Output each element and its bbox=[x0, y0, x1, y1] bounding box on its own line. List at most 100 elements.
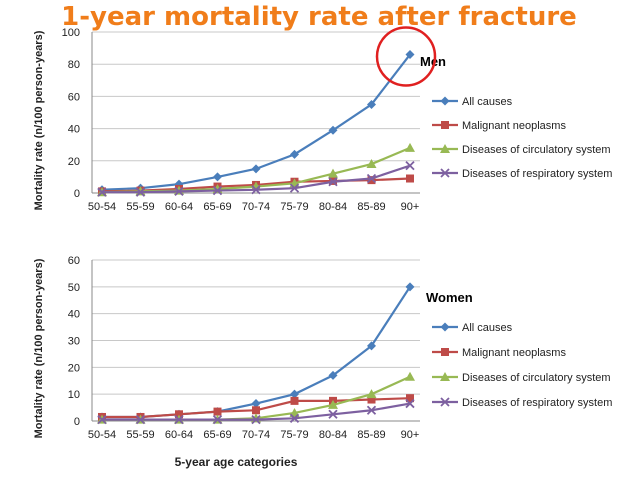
y-tick-label: 20 bbox=[68, 156, 80, 168]
series-diseases-of-respiratory-system-point bbox=[289, 183, 300, 193]
series-all-causes-point bbox=[405, 282, 415, 292]
y-tick-label: 30 bbox=[68, 336, 80, 348]
y-tick-label: 100 bbox=[62, 27, 80, 39]
series-all-causes-point bbox=[290, 389, 299, 399]
x-tick-label: 85-89 bbox=[357, 429, 385, 441]
series-malignant-neoplasms-point bbox=[406, 174, 414, 183]
legend-entry: Malignant neoplasms bbox=[432, 347, 566, 359]
series-diseases-of-circulatory-system-point bbox=[405, 371, 415, 381]
legend-entry: All causes bbox=[432, 96, 513, 108]
x-axis-title: 5-year age categories bbox=[175, 455, 298, 469]
series-diseases-of-respiratory-system-point bbox=[366, 173, 377, 184]
series-diseases-of-respiratory-system-point bbox=[251, 185, 261, 195]
series-diseases-of-circulatory-system-point bbox=[366, 159, 377, 169]
legend-swatch-marker bbox=[440, 96, 450, 106]
x-tick-label: 55-59 bbox=[126, 201, 154, 213]
series-diseases-of-respiratory-system-point bbox=[328, 177, 338, 187]
series-diseases-of-circulatory-system-point bbox=[328, 168, 338, 178]
x-tick-label: 75-79 bbox=[280, 201, 308, 213]
x-tick-label: 65-69 bbox=[203, 201, 231, 213]
legend-label: Diseases of respiratory system bbox=[462, 168, 612, 180]
series-all-causes-point bbox=[251, 399, 261, 409]
legend-label: Malignant neoplasms bbox=[462, 347, 566, 359]
series-diseases-of-respiratory-system bbox=[97, 160, 415, 197]
series-diseases-of-respiratory-system-point bbox=[174, 186, 184, 197]
legend-entry: Diseases of circulatory system bbox=[432, 372, 611, 384]
legend-swatch-marker bbox=[440, 144, 450, 153]
legend-label: All causes bbox=[462, 96, 513, 108]
legend-entry: Diseases of circulatory system bbox=[432, 144, 611, 156]
chart-panel-men: 0 20 40 60 80 100 50-54 55-59 60-64 65-69 70-74 75-… bbox=[33, 26, 612, 213]
series-diseases-of-respiratory-system-point bbox=[97, 415, 107, 425]
chart-panel-women: 0 10 20 30 40 50 60 50-54 55-59 60-64 65-69 70-74 75… bbox=[33, 255, 612, 469]
highlight-circle bbox=[375, 26, 437, 87]
y-tick-label: 20 bbox=[68, 362, 80, 374]
series-diseases-of-respiratory-system-point bbox=[212, 185, 223, 196]
series-diseases-of-respiratory-system-point bbox=[289, 413, 300, 423]
legend-swatch-marker bbox=[441, 348, 449, 356]
y-tick-label: 10 bbox=[68, 389, 80, 401]
series-diseases-of-respiratory-system-point bbox=[135, 415, 146, 425]
legend-swatch-marker bbox=[440, 322, 450, 332]
x-tick-label: 65-69 bbox=[203, 429, 231, 441]
series-malignant-neoplasms-point bbox=[252, 406, 260, 415]
legend-label: Diseases of circulatory system bbox=[462, 144, 611, 156]
y-tick-label: 40 bbox=[68, 309, 80, 321]
series-all-causes-point bbox=[290, 149, 299, 159]
y-tick-label: 40 bbox=[68, 124, 80, 136]
series-diseases-of-respiratory-system-point bbox=[135, 187, 146, 197]
y-tick-label: 0 bbox=[74, 188, 80, 200]
series-diseases-of-respiratory-system-point bbox=[328, 409, 338, 419]
x-tick-label: 80-84 bbox=[319, 201, 347, 213]
x-tick-label: 90+ bbox=[401, 429, 420, 441]
series-all-causes bbox=[97, 50, 415, 195]
series-all-causes-point bbox=[328, 125, 338, 135]
series-all-causes-point bbox=[328, 370, 338, 380]
series-diseases-of-respiratory-system-point bbox=[212, 415, 223, 425]
series-diseases-of-respiratory-system-point bbox=[405, 160, 415, 171]
legend-label: Diseases of respiratory system bbox=[462, 397, 612, 409]
y-tick-label: 80 bbox=[68, 59, 80, 71]
x-tick-label: 60-64 bbox=[165, 429, 193, 441]
series-all-causes-point bbox=[251, 164, 261, 174]
legend-swatch-marker bbox=[440, 397, 450, 407]
chart-title: 1-year mortality rate after fracture bbox=[61, 2, 577, 32]
series-diseases-of-respiratory-system-point bbox=[174, 415, 184, 425]
panel-label: Women bbox=[426, 290, 473, 305]
legend-entry: Malignant neoplasms bbox=[432, 120, 566, 132]
legend-entry: Diseases of respiratory system bbox=[432, 168, 612, 180]
series-all-causes-point bbox=[405, 50, 415, 60]
legend-swatch-marker bbox=[441, 121, 449, 129]
series-malignant-neoplasms-point bbox=[290, 396, 299, 405]
x-tick-label: 60-64 bbox=[165, 201, 193, 213]
series-diseases-of-respiratory-system-point bbox=[405, 398, 415, 409]
x-tick-label: 70-74 bbox=[242, 201, 270, 213]
legend-entry: All causes bbox=[432, 322, 513, 334]
legend-label: All causes bbox=[462, 322, 513, 334]
series-diseases-of-respiratory-system-point bbox=[97, 187, 107, 197]
y-tick-label: 60 bbox=[68, 255, 80, 267]
series-malignant-neoplasms-point bbox=[406, 394, 414, 403]
x-tick-label: 90+ bbox=[401, 201, 420, 213]
x-tick-label: 55-59 bbox=[126, 429, 154, 441]
legend-label: Malignant neoplasms bbox=[462, 120, 566, 132]
legend-entry: Diseases of respiratory system bbox=[432, 397, 612, 409]
series-diseases-of-respiratory-system bbox=[97, 398, 415, 425]
panel-label: Men bbox=[420, 54, 446, 69]
x-tick-label: 70-74 bbox=[242, 429, 270, 441]
series-diseases-of-respiratory-system-point bbox=[366, 405, 377, 415]
x-tick-label: 50-54 bbox=[88, 201, 116, 213]
series-malignant-neoplasms-point bbox=[213, 407, 222, 416]
y-axis-title: Mortality rate (n/100 person-years) bbox=[33, 258, 45, 438]
series-all-causes-point bbox=[367, 341, 376, 351]
y-axis-title: Mortality rate (n/100 person-years) bbox=[33, 30, 45, 210]
series-all-causes-point bbox=[367, 99, 376, 109]
y-tick-label: 50 bbox=[68, 282, 80, 294]
series-malignant-neoplasms-point bbox=[367, 176, 376, 185]
x-tick-label: 85-89 bbox=[357, 201, 385, 213]
series-malignant-neoplasms-point bbox=[367, 395, 376, 404]
legend-label: Diseases of circulatory system bbox=[462, 372, 611, 384]
series-diseases-of-circulatory-system-point bbox=[366, 389, 377, 399]
series-diseases-of-circulatory-system-point bbox=[328, 399, 338, 409]
